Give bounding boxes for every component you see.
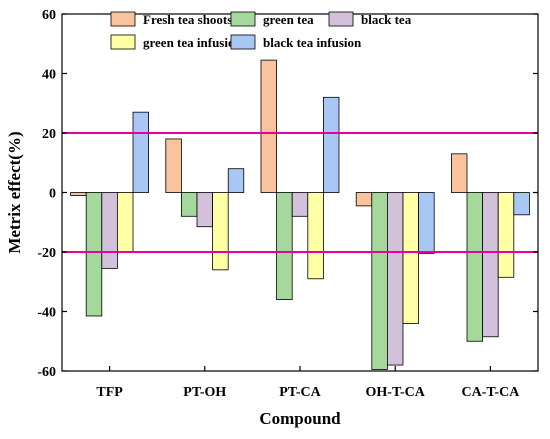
bar-pt-oh-green-tea-infusion xyxy=(212,192,229,271)
bar-oh-t-ca-green-tea-infusion xyxy=(402,192,420,324)
bar-pt-ca-black-tea xyxy=(291,192,309,217)
reference-lines xyxy=(62,132,538,253)
bar-oh-t-ca-green-tea xyxy=(371,192,388,370)
y-tick-label: 40 xyxy=(42,68,56,83)
y-tick-label: -20 xyxy=(37,246,56,261)
bar-pt-oh-black-tea xyxy=(196,192,214,228)
legend-swatch xyxy=(110,11,136,27)
legend-label: black tea infusion xyxy=(263,35,362,50)
legend: Fresh tea shoots green tea black tea green … xyxy=(110,11,412,50)
bar-pt-oh-green-tea xyxy=(180,192,198,217)
y-tick-label: -40 xyxy=(37,306,56,321)
bar-ca-t-ca-fresh-tea-shoots xyxy=(450,153,468,193)
x-tick-label: PT-CA xyxy=(279,385,321,400)
y-axis-title: Metrix effect(%) xyxy=(5,131,24,253)
bar-tfp-fresh-tea-shoots xyxy=(70,192,87,196)
legend-label: green tea xyxy=(263,12,314,27)
bar-ca-t-ca-green-tea-infusion xyxy=(497,192,515,278)
bar-tfp-green-tea-infusion xyxy=(117,192,134,253)
y-tick-label: -60 xyxy=(37,365,56,380)
legend-swatch xyxy=(230,11,256,27)
x-tick-label: TFP xyxy=(96,385,123,400)
bar-pt-ca-green-tea xyxy=(276,192,293,300)
legend-label: green tea infusion xyxy=(143,35,242,50)
bar-pt-oh-black-tea-infusion xyxy=(227,168,245,193)
legend-swatch xyxy=(110,34,136,50)
bar-tfp-black-tea xyxy=(101,192,118,269)
bar-tfp-black-tea-infusion xyxy=(132,111,150,193)
x-axis-title: Compound xyxy=(259,409,341,428)
bar-ca-t-ca-black-tea-infusion xyxy=(513,192,530,216)
bar-pt-ca-fresh-tea-shoots xyxy=(260,59,278,193)
bar-oh-t-ca-black-tea-infusion xyxy=(418,192,435,254)
bar-pt-ca-black-tea-infusion xyxy=(322,96,340,193)
legend-swatch xyxy=(230,34,256,50)
bar-ca-t-ca-green-tea xyxy=(466,192,484,342)
bar-tfp-green-tea xyxy=(85,192,103,317)
y-tick-label: 0 xyxy=(49,187,56,202)
y-tick-label: 20 xyxy=(42,127,56,142)
legend-swatch xyxy=(328,11,354,27)
axis-layer: -60 -40 -20 0 20 40 60 TFP PT-OH PT-CA OH-T-CA CA-T… xyxy=(37,8,538,400)
y-tick-label: 60 xyxy=(42,8,56,23)
x-tick-label: OH-T-CA xyxy=(366,385,426,400)
legend-label: black tea xyxy=(361,12,412,27)
bars-layer xyxy=(70,59,530,370)
bar-oh-t-ca-fresh-tea-shoots xyxy=(355,192,373,207)
bar-ca-t-ca-black-tea xyxy=(482,192,499,338)
bar-oh-t-ca-black-tea xyxy=(386,192,404,366)
bar-pt-oh-fresh-tea-shoots xyxy=(165,138,182,193)
bar-pt-ca-green-tea-infusion xyxy=(307,192,324,280)
x-tick-label: PT-OH xyxy=(183,385,226,400)
legend-label: Fresh tea shoots xyxy=(143,12,232,27)
x-tick-label: CA-T-CA xyxy=(461,385,520,400)
